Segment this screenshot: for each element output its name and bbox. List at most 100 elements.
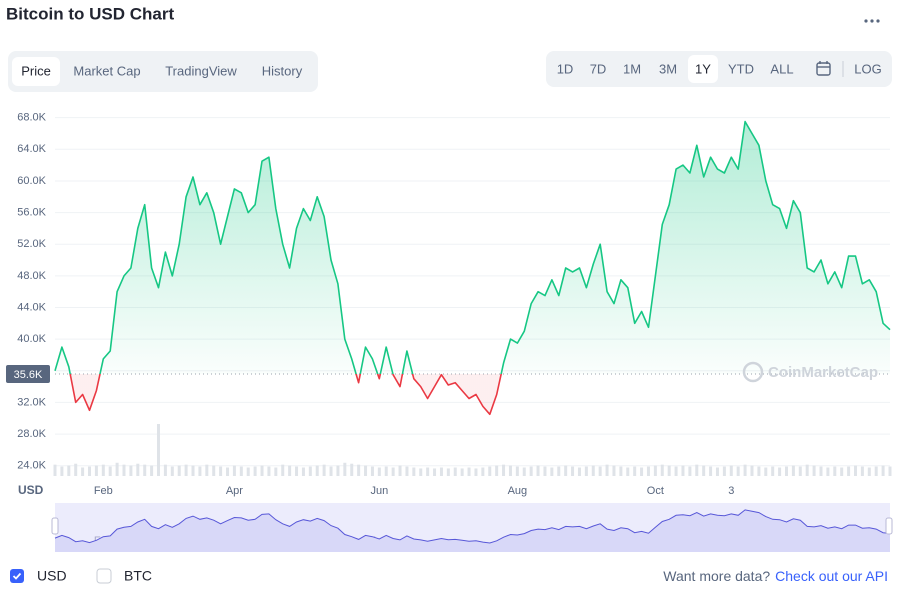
volume-bar <box>177 465 181 476</box>
tab[interactable]: TradingView <box>165 63 237 78</box>
y-tick-label: 52.0K <box>17 238 46 250</box>
range[interactable]: 1D <box>557 61 574 76</box>
volume-bar <box>840 467 844 476</box>
x-tick-label: Oct <box>647 485 664 497</box>
tab[interactable]: Market Cap <box>73 63 140 78</box>
volume-bar <box>336 465 340 476</box>
tab[interactable]: Price <box>21 63 51 78</box>
volume-bar <box>281 464 285 476</box>
footer: Want more data? Check out our API <box>663 568 888 584</box>
volume-bar <box>219 466 223 476</box>
range[interactable]: 1M <box>623 61 641 76</box>
volume-bar <box>626 467 630 476</box>
x-tick-label: 3 <box>728 485 734 497</box>
volume-bar <box>543 466 547 476</box>
volume-bar <box>295 466 299 476</box>
legend-label: USD <box>37 568 67 584</box>
volume-bar <box>805 464 809 476</box>
baseline-label: 35.6K <box>14 369 43 381</box>
volume-bar <box>577 467 581 476</box>
y-tick-label: 68.0K <box>17 112 46 124</box>
volume-bar <box>557 466 561 476</box>
y-tick-label: 64.0K <box>17 143 46 155</box>
y-tick-label: 56.0K <box>17 206 46 218</box>
volume-bar <box>129 465 133 476</box>
volume-bar <box>53 464 57 476</box>
volume-bar <box>322 464 326 476</box>
volume-bar <box>702 465 706 476</box>
range[interactable]: 3M <box>659 61 677 76</box>
volume-bar <box>847 466 851 476</box>
volume-bar <box>757 466 761 476</box>
volume-bar <box>729 465 733 476</box>
range[interactable]: ALL <box>770 61 793 76</box>
price-line <box>54 120 891 416</box>
volume-bar <box>695 464 699 476</box>
volume-bar <box>163 464 167 476</box>
volume-bar <box>101 464 105 476</box>
checkbox-checked[interactable] <box>10 569 24 583</box>
volume-bar <box>267 466 271 476</box>
volume-bar <box>833 466 837 476</box>
volume-bar <box>370 466 374 476</box>
volume-bar <box>888 466 892 476</box>
volume-bar <box>508 465 512 476</box>
range[interactable]: YTD <box>728 61 754 76</box>
x-tick-label: Feb <box>94 485 113 497</box>
volume-bar <box>584 466 588 476</box>
volume-bar <box>184 464 188 476</box>
volume-bar <box>619 466 623 476</box>
footer-link[interactable]: Check out our API <box>775 568 888 584</box>
x-tick-label: Aug <box>508 485 528 497</box>
volume-bar <box>529 466 533 476</box>
volume-bar <box>764 467 768 476</box>
volume-bar <box>377 467 381 476</box>
y-tick-label: 32.0K <box>17 396 46 408</box>
volume-bar <box>778 467 782 476</box>
volume-bar <box>274 467 278 476</box>
volume-bar <box>791 465 795 476</box>
volume-bar <box>591 465 595 476</box>
range[interactable]: 7D <box>590 61 607 76</box>
volume-bar <box>329 466 333 476</box>
watermark-text: CoinMarketCap <box>768 364 878 381</box>
navigator-handle[interactable] <box>885 517 893 535</box>
volume-bar <box>115 462 119 476</box>
plot: 24.0K28.0K32.0K36.0K40.0K44.0K48.0K52.0K… <box>6 112 892 497</box>
volume-bar <box>715 467 719 476</box>
volume-bar <box>357 464 361 476</box>
volume-bar <box>364 465 368 476</box>
watermark: CoinMarketCap <box>742 361 878 383</box>
volume-bar <box>426 467 430 476</box>
navigator-handle[interactable] <box>51 517 59 535</box>
volume-bar <box>74 463 78 476</box>
volume-bar <box>798 466 802 476</box>
volume-bar <box>212 465 216 476</box>
more-menu[interactable] <box>864 19 880 23</box>
volume-bar <box>446 468 450 476</box>
log-toggle[interactable]: LOG <box>854 61 881 76</box>
volume-bar <box>391 467 395 476</box>
check-icon <box>12 572 22 580</box>
calendar-icon[interactable] <box>816 61 831 76</box>
volume-bar <box>398 465 402 476</box>
volume-bar <box>384 466 388 476</box>
volume-bar <box>239 466 243 476</box>
volume-bar <box>81 467 85 476</box>
volume-bar <box>481 467 485 476</box>
volume-bar <box>88 466 92 476</box>
volume-bar <box>653 465 657 476</box>
volume-bar <box>205 464 209 476</box>
tab[interactable]: History <box>262 63 303 78</box>
volume-bar <box>460 468 464 476</box>
x-tick-label: Jun <box>370 485 388 497</box>
checkbox[interactable] <box>96 568 112 584</box>
y-tick-label: 48.0K <box>17 270 46 282</box>
volume-bar <box>646 466 650 476</box>
range[interactable]: 1Y <box>695 61 711 76</box>
volume-bar <box>474 468 478 476</box>
volume-bar <box>515 466 519 476</box>
baseline-label-bg <box>6 364 50 383</box>
